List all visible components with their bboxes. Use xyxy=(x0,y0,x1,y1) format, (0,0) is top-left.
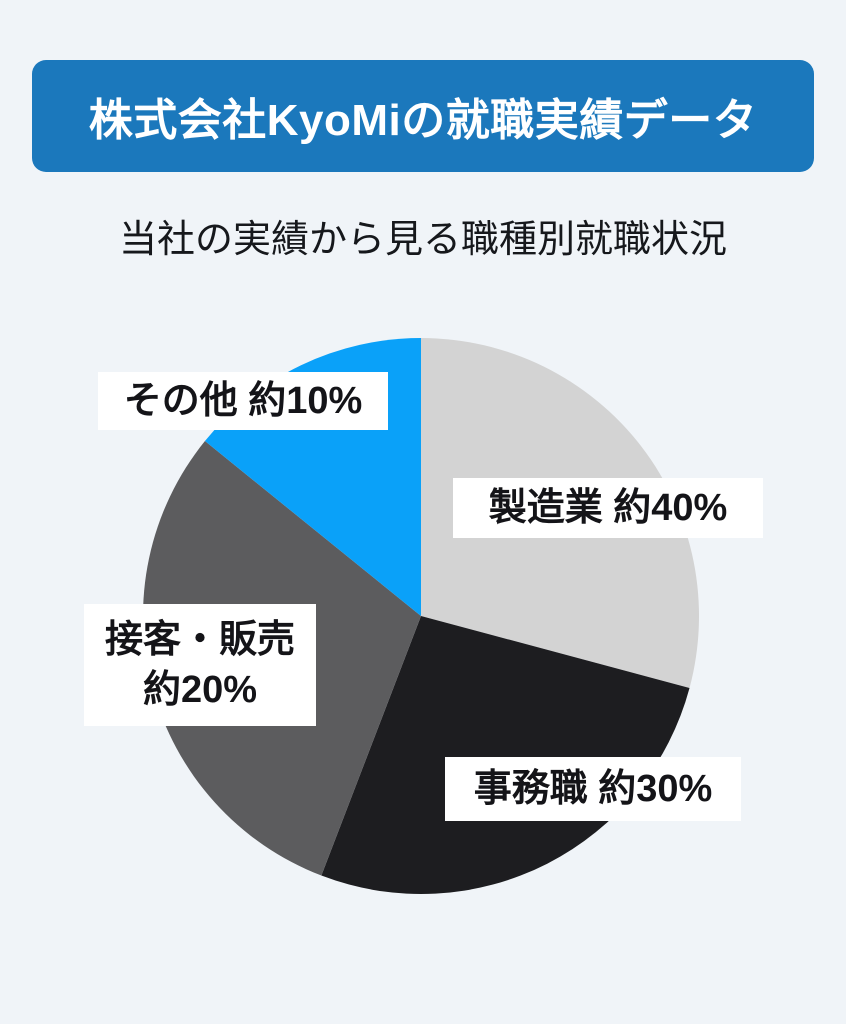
pie-label-sales: 接客・販売 約20% xyxy=(84,604,316,726)
pie-label-sales-line1: 接客・販売 xyxy=(104,618,295,661)
pie-label-office: 事務職 約30% xyxy=(445,757,741,821)
pie-label-other: その他 約10% xyxy=(98,372,388,430)
pie-label-office-text: 事務職 約30% xyxy=(473,767,713,810)
pie-label-manufacturing-text: 製造業 約40% xyxy=(488,486,728,529)
header-banner: 株式会社KyoMiの就職実績データ xyxy=(32,60,814,172)
page-title: 株式会社KyoMiの就職実績データ xyxy=(88,96,758,145)
pie-label-sales-line2: 約20% xyxy=(142,669,258,711)
pie-slice-office xyxy=(321,616,690,895)
pie-label-other-text: その他 約10% xyxy=(123,379,363,422)
chart-subtitle: 当社の実績から見る職種別就職状況 xyxy=(118,219,727,261)
pie-label-manufacturing: 製造業 約40% xyxy=(453,478,763,538)
